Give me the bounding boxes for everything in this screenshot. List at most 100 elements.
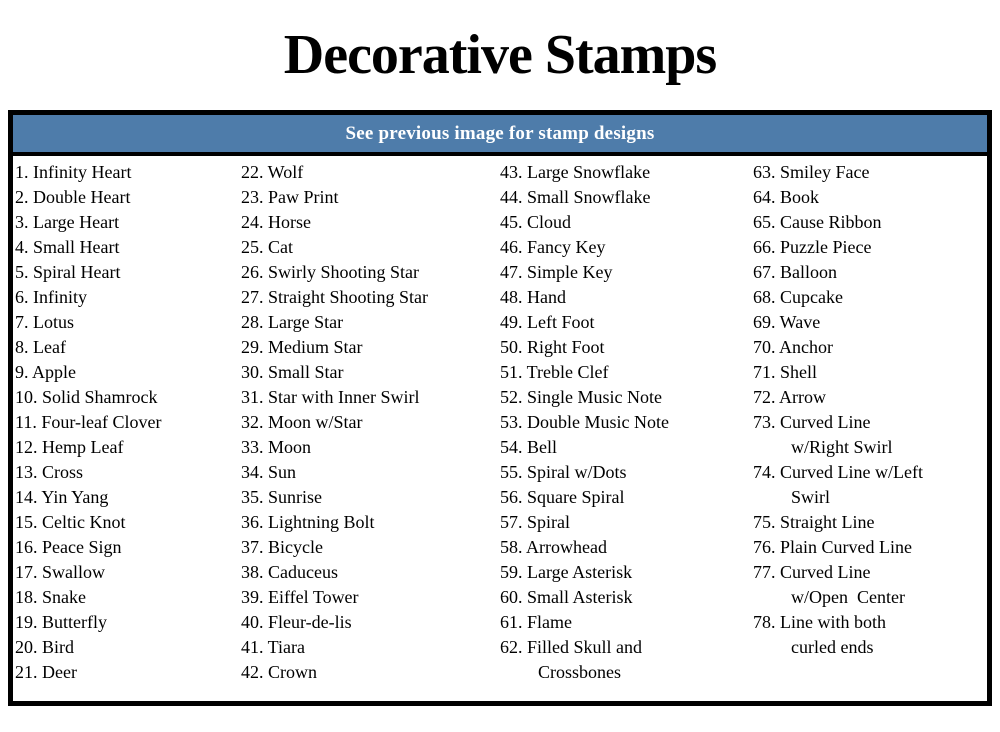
list-item: 3. Large Heart [15,210,241,235]
list-item: 51. Treble Clef [500,360,753,385]
stamp-column: 22. Wolf 23. Paw Print 24. Horse 25. Cat 26.… [241,160,500,685]
list-item-continuation: w/Right Swirl [791,437,893,457]
list-item-text: 33. Moon [241,437,312,457]
list-item: 54. Bell [500,435,753,460]
list-item: 43. Large Snowflake [500,160,753,185]
list-item: 75. Straight Line [753,510,987,535]
list-item: 20. Bird [15,635,241,660]
list-item-text: 34. Sun [241,462,297,482]
list-item: 15. Celtic Knot [15,510,241,535]
list-item: 72. Arrow [753,385,987,410]
list-item-text: 1. Infinity Heart [15,162,132,182]
list-item-text: 11. Four-leaf Clover [15,412,162,432]
list-item: 49. Left Foot [500,310,753,335]
list-item-text: 46. Fancy Key [500,237,606,257]
list-item-text: 78. Line with both [753,612,886,632]
list-item: 58. Arrowhead [500,535,753,560]
list-item-text: 14. Yin Yang [15,487,109,507]
list-item-text: 30. Small Star [241,362,344,382]
list-item-text: 18. Snake [15,587,86,607]
list-item-text: 21. Deer [15,662,77,682]
list-item: 67. Balloon [753,260,987,285]
list-item-text: 16. Peace Sign [15,537,122,557]
list-item: 31. Star with Inner Swirl [241,385,500,410]
list-item: 17. Swallow [15,560,241,585]
list-item-text: 63. Smiley Face [753,162,870,182]
list-item: 71. Shell [753,360,987,385]
list-item: 12. Hemp Leaf [15,435,241,460]
page-title: Decorative Stamps [283,24,717,86]
table-body: 1. Infinity Heart 2. Double Heart 3. Large… [13,156,987,685]
list-item: 59. Large Asterisk [500,560,753,585]
list-item: 35. Sunrise [241,485,500,510]
stamp-column: 63. Smiley Face 64. Book 65. Cause Ribbon 6… [753,160,987,685]
list-item-text: 9. Apple [15,362,76,382]
list-item: 30. Small Star [241,360,500,385]
list-item-text: 70. Anchor [753,337,833,357]
list-item: 68. Cupcake [753,285,987,310]
list-item-text: 71. Shell [753,362,818,382]
list-item: 64. Book [753,185,987,210]
list-item-text: 15. Celtic Knot [15,512,126,532]
list-item-text: 37. Bicycle [241,537,323,557]
list-item: 60. Small Asterisk [500,585,753,610]
list-item: 77. Curved Line w/Open Center [753,560,987,610]
list-item-text: 60. Small Asterisk [500,587,633,607]
list-item-continuation: Crossbones [538,662,622,682]
list-item: 13. Cross [15,460,241,485]
list-item: 78. Line with both curled ends [753,610,987,660]
list-item-text: 22. Wolf [241,162,304,182]
list-item: 61. Flame [500,610,753,635]
list-item: 65. Cause Ribbon [753,210,987,235]
list-item-text: 61. Flame [500,612,572,632]
list-item: 32. Moon w/Star [241,410,500,435]
list-item: 6. Infinity [15,285,241,310]
list-item-text: 49. Left Foot [500,312,595,332]
list-item-text: 65. Cause Ribbon [753,212,882,232]
list-item: 29. Medium Star [241,335,500,360]
list-item: 70. Anchor [753,335,987,360]
list-item-text: 45. Cloud [500,212,572,232]
list-item-text: 47. Simple Key [500,262,613,282]
list-item-text: 51. Treble Clef [500,362,609,382]
list-item: 41. Tiara [241,635,500,660]
list-item: 5. Spiral Heart [15,260,241,285]
list-item-text: 77. Curved Line [753,562,871,582]
list-item: 69. Wave [753,310,987,335]
list-item: 36. Lightning Bolt [241,510,500,535]
list-item: 27. Straight Shooting Star [241,285,500,310]
list-item-text: 50. Right Foot [500,337,605,357]
list-item: 45. Cloud [500,210,753,235]
list-item-text: 8. Leaf [15,337,66,357]
stamp-column: 43. Large Snowflake 44. Small Snowflake 45… [500,160,753,685]
list-item-text: 75. Straight Line [753,512,875,532]
list-item-text: 74. Curved Line w/Left [753,462,923,482]
list-item-continuation: Swirl [791,487,831,507]
list-item-text: 19. Butterfly [15,612,107,632]
list-item-text: 72. Arrow [753,387,826,407]
list-item-text: 52. Single Music Note [500,387,662,407]
list-item-text: 48. Hand [500,287,566,307]
list-item: 19. Butterfly [15,610,241,635]
list-item-text: 20. Bird [15,637,75,657]
list-item: 56. Square Spiral [500,485,753,510]
list-item: 26. Swirly Shooting Star [241,260,500,285]
list-item-text: 39. Eiffel Tower [241,587,359,607]
list-item-text: 43. Large Snowflake [500,162,651,182]
list-item: 63. Smiley Face [753,160,987,185]
list-item-text: 38. Caduceus [241,562,338,582]
list-item: 2. Double Heart [15,185,241,210]
stamp-column: 1. Infinity Heart 2. Double Heart 3. Large… [15,160,241,685]
list-item: 7. Lotus [15,310,241,335]
list-item-text: 29. Medium Star [241,337,363,357]
list-item-text: 40. Fleur-de-lis [241,612,352,632]
list-item: 39. Eiffel Tower [241,585,500,610]
list-item: 22. Wolf [241,160,500,185]
list-item: 53. Double Music Note [500,410,753,435]
list-item-text: 32. Moon w/Star [241,412,363,432]
list-item-continuation: curled ends [791,637,874,657]
list-item: 66. Puzzle Piece [753,235,987,260]
list-item-continuation: w/Open Center [791,587,905,607]
list-item-text: 23. Paw Print [241,187,339,207]
list-item-text: 73. Curved Line [753,412,871,432]
